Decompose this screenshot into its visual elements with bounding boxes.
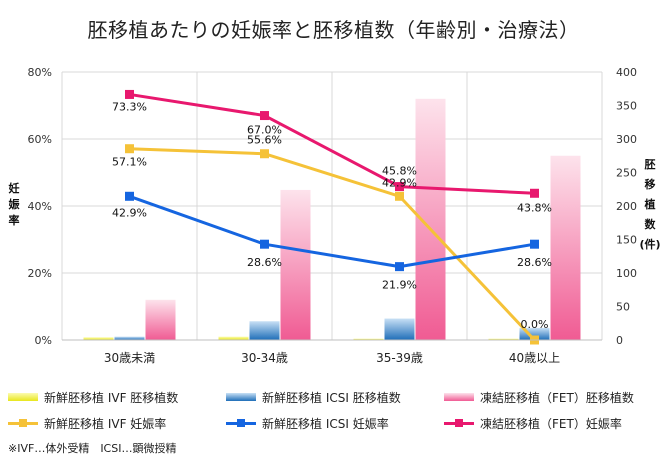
y-right-tick-label: 200 xyxy=(616,200,637,213)
legend-item-bar-2: 凍結胚移植（FET）胚移植数 xyxy=(444,389,662,406)
legend-swatch xyxy=(444,418,474,428)
legend-swatch xyxy=(8,418,38,428)
line-series-0 xyxy=(129,147,536,342)
data-label-2-0: 73.3% xyxy=(112,100,147,113)
legend-row-lines: 新鮮胚移植 IVF 妊娠率 新鮮胚移植 ICSI 妊娠率 凍結胚移植（FET）妊娠率 xyxy=(8,410,663,436)
combo-chart: 57.1% 55.6% 42.9% 0.0% 42.9% 28.6% 21.9% 28.6% 7… xyxy=(8,66,661,365)
y-left-axis-title-char: 娠 xyxy=(8,197,21,211)
chart-title: 胚移植あたりの妊娠率と胚移植数（年齢別・治療法） xyxy=(87,18,580,42)
data-labels: 57.1% 55.6% 42.9% 0.0% 42.9% 28.6% 21.9% 28.6% 7… xyxy=(112,100,552,331)
data-label-0-1: 55.6% xyxy=(247,134,282,147)
y-left-axis-title-char: 妊 xyxy=(9,181,20,195)
x-tick-label: 40歳以上 xyxy=(509,351,560,365)
data-label-2-2: 45.8% xyxy=(382,165,417,178)
legend-item-line-2: 凍結胚移植（FET）妊娠率 xyxy=(444,415,662,432)
y-left-axis-title-char: 率 xyxy=(9,213,20,227)
data-label-2-1: 67.0% xyxy=(247,124,282,137)
line-point-0-0 xyxy=(125,144,134,154)
line-point-1-3 xyxy=(530,239,539,249)
y-right-tick-label: 400 xyxy=(616,66,637,79)
legend-swatch xyxy=(226,418,256,428)
y-right-tick-label: 50 xyxy=(616,301,630,314)
data-label-0-0: 57.1% xyxy=(112,156,147,169)
y-left-tick-label: 60% xyxy=(28,133,52,146)
line-point-1-2 xyxy=(395,262,404,272)
y-right-axis-title-char: 植 xyxy=(644,197,656,211)
y-left-tick-label: 20% xyxy=(28,267,52,280)
x-tick-label: 30-34歳 xyxy=(241,351,288,365)
legend-item-line-0: 新鮮胚移植 IVF 妊娠率 xyxy=(8,415,226,432)
y-right-tick-label: 100 xyxy=(616,267,637,280)
line-point-2-1 xyxy=(260,111,269,121)
line-point-2-0 xyxy=(125,89,134,99)
x-tick-label: 30歳未満 xyxy=(104,351,155,365)
legend-swatch xyxy=(444,393,474,401)
data-label-1-2: 21.9% xyxy=(382,279,417,292)
data-label-0-3: 0.0% xyxy=(521,318,549,331)
y-right-axis-title-char: 数 xyxy=(645,217,657,231)
legend-label: 凍結胚移植（FET）胚移植数 xyxy=(480,390,634,405)
line-point-1-1 xyxy=(260,239,269,249)
y-left-tick-label: 0% xyxy=(35,334,52,347)
legend-label: 新鮮胚移植 IVF 妊娠率 xyxy=(44,416,167,431)
legend-label: 凍結胚移植（FET）妊娠率 xyxy=(480,416,622,431)
legend-label: 新鮮胚移植 ICSI 胚移植数 xyxy=(262,390,401,405)
bar-1-0 xyxy=(114,336,145,340)
y-left-tick-label: 80% xyxy=(28,66,52,79)
bar-1-2 xyxy=(384,318,415,340)
y-right-tick-label: 350 xyxy=(616,100,637,113)
line-marks xyxy=(125,89,539,345)
y-right-tick-label: 0 xyxy=(616,334,623,347)
legend-row-bars: 新鮮胚移植 IVF 胚移植数 新鮮胚移植 ICSI 胚移植数 凍結胚移植（FET）胚… xyxy=(8,384,663,410)
line-point-0-1 xyxy=(260,149,269,159)
axes: 0% 20% 40% 60% 80% 0 50 100 150 200 250 300 350 400 30… xyxy=(8,66,661,365)
legend-item-line-1: 新鮮胚移植 ICSI 妊娠率 xyxy=(226,415,444,432)
bar-0-1 xyxy=(218,336,249,340)
x-tick-label: 35-39歳 xyxy=(376,351,423,365)
data-label-1-1: 28.6% xyxy=(247,256,282,269)
legend-label: 新鮮胚移植 IVF 胚移植数 xyxy=(44,390,179,405)
bar-0-3 xyxy=(488,338,519,340)
y-right-axis-title-char: 胚 xyxy=(644,158,656,171)
bar-2-3 xyxy=(550,155,581,340)
y-right-axis-title-char: (件) xyxy=(639,237,660,251)
data-label-2-3: 43.8% xyxy=(517,201,552,214)
y-right-tick-label: 250 xyxy=(616,167,637,180)
y-right-tick-label: 150 xyxy=(616,234,637,247)
line-point-2-3 xyxy=(530,188,539,198)
bar-1-1 xyxy=(249,321,280,340)
legend-item-bar-1: 新鮮胚移植 ICSI 胚移植数 xyxy=(226,389,444,406)
line-point-1-0 xyxy=(125,191,134,201)
line-point-0-2 xyxy=(395,191,404,201)
legend-label: 新鮮胚移植 ICSI 妊娠率 xyxy=(262,416,389,431)
legend-item-bar-0: 新鮮胚移植 IVF 胚移植数 xyxy=(8,389,226,406)
line-point-2-2 xyxy=(395,182,404,192)
bar-0-2 xyxy=(353,338,384,340)
legend-swatch xyxy=(226,393,256,401)
y-right-axis-title-char: 移 xyxy=(645,177,656,191)
legend-swatch xyxy=(8,393,38,401)
bar-2-1 xyxy=(280,189,311,340)
legend: 新鮮胚移植 IVF 胚移植数 新鮮胚移植 ICSI 胚移植数 凍結胚移植（FET）胚… xyxy=(8,384,663,436)
y-left-tick-label: 40% xyxy=(28,200,52,213)
data-label-1-0: 42.9% xyxy=(112,206,147,219)
bar-2-0 xyxy=(145,299,176,340)
line-series-2 xyxy=(129,92,535,195)
line-series-1 xyxy=(128,194,535,269)
bar-0-0 xyxy=(83,337,114,340)
y-right-tick-label: 300 xyxy=(616,133,637,146)
data-label-1-3: 28.6% xyxy=(517,256,552,269)
footnote: ※IVF…体外受精 ICSI…顕微授精 xyxy=(8,442,177,455)
data-label-0-2: 42.9% xyxy=(382,176,417,189)
